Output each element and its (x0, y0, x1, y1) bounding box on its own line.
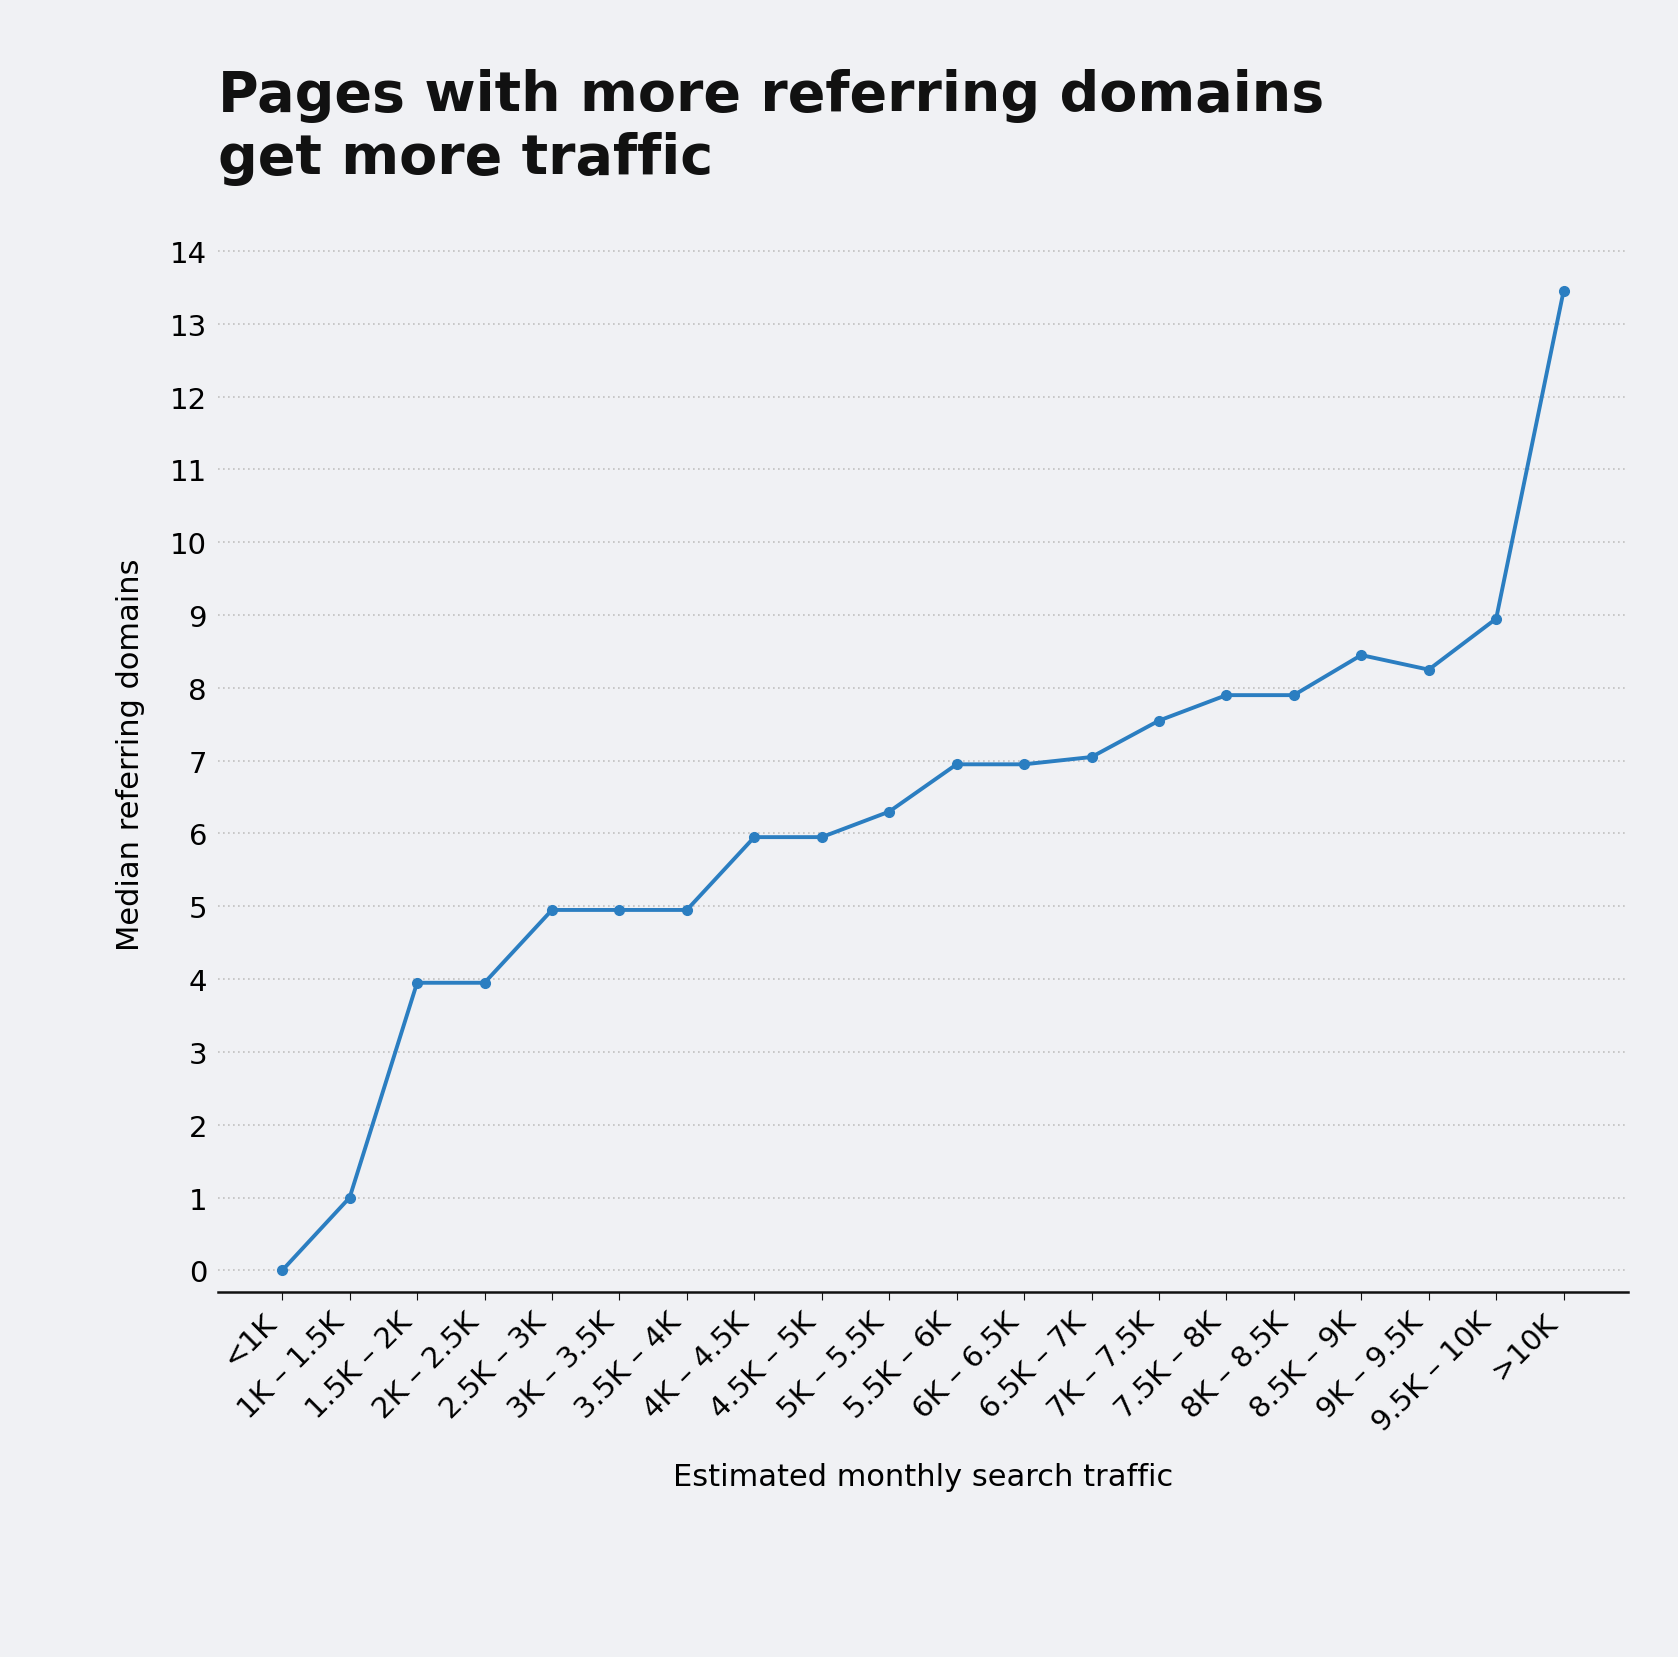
Text: Pages with more referring domains
get more traffic: Pages with more referring domains get mo… (218, 70, 1324, 186)
Y-axis label: Median referring domains: Median referring domains (116, 558, 144, 949)
X-axis label: Estimated monthly search traffic: Estimated monthly search traffic (673, 1461, 1173, 1491)
